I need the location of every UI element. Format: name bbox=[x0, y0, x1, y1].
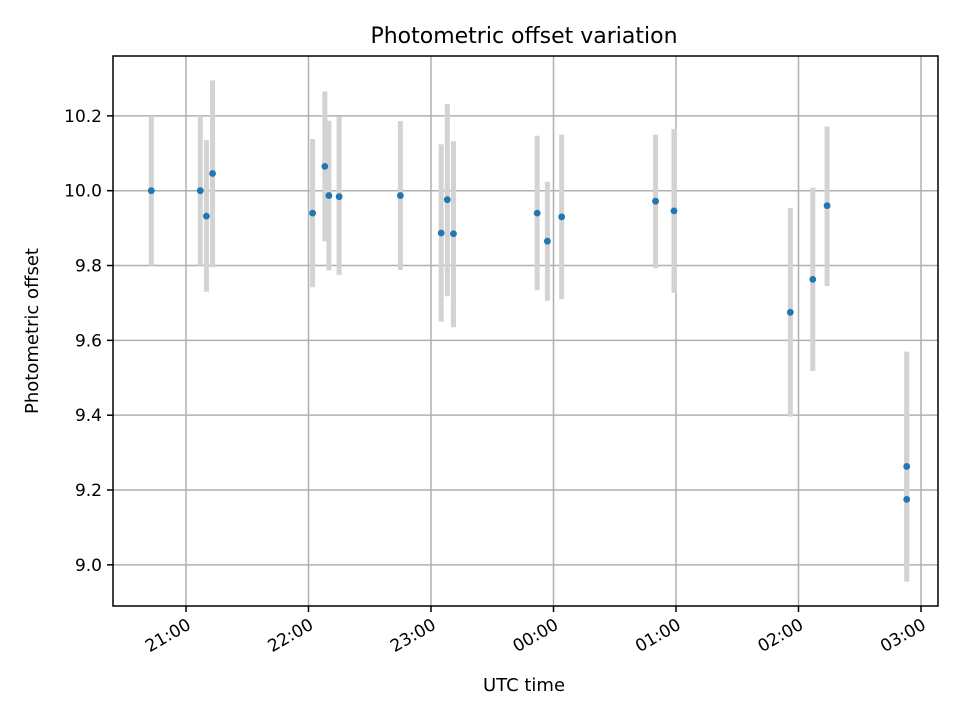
data-point bbox=[443, 196, 451, 204]
y-tick-label: 9.8 bbox=[75, 257, 102, 277]
grid-lines bbox=[113, 56, 938, 606]
data-point bbox=[396, 192, 404, 199]
data-point bbox=[147, 187, 155, 195]
y-tick-label: 9.4 bbox=[75, 406, 102, 426]
data-points bbox=[147, 162, 911, 503]
data-point bbox=[903, 463, 911, 470]
x-tick-label: 01:00 bbox=[632, 615, 684, 657]
plot-frame bbox=[112, 55, 939, 607]
data-point bbox=[309, 209, 316, 217]
y-tick-label: 9.0 bbox=[75, 556, 102, 576]
data-point bbox=[670, 207, 678, 215]
x-axis-label: UTC time bbox=[483, 675, 565, 696]
y-tick-label: 9.6 bbox=[75, 331, 102, 351]
x-tick-label: 02:00 bbox=[755, 615, 807, 657]
data-point bbox=[325, 192, 333, 199]
data-point bbox=[203, 212, 210, 220]
data-point bbox=[786, 308, 794, 316]
data-point bbox=[321, 162, 329, 170]
x-tick-label: 00:00 bbox=[510, 615, 562, 657]
data-point bbox=[809, 275, 817, 283]
x-tick-label: 03:00 bbox=[877, 615, 929, 657]
data-point bbox=[196, 187, 204, 195]
y-tick-label: 10.0 bbox=[64, 182, 102, 202]
data-point bbox=[823, 202, 831, 210]
error-bars bbox=[148, 80, 910, 582]
data-point bbox=[558, 213, 566, 221]
data-point bbox=[652, 197, 659, 205]
data-point bbox=[533, 209, 541, 217]
data-point bbox=[903, 495, 911, 503]
y-axis-label: Photometric offset bbox=[22, 248, 43, 414]
x-tick-label: 21:00 bbox=[142, 615, 194, 657]
x-tick-label: 23:00 bbox=[387, 615, 439, 657]
data-point bbox=[437, 229, 445, 237]
x-tick-label: 22:00 bbox=[265, 615, 317, 657]
data-point bbox=[209, 170, 216, 177]
y-tick-label: 10.2 bbox=[64, 107, 102, 127]
data-point bbox=[543, 237, 551, 245]
y-tick-label: 9.2 bbox=[75, 481, 102, 501]
data-point bbox=[450, 230, 457, 238]
chart-title: Photometric offset variation bbox=[370, 24, 677, 49]
data-point bbox=[335, 193, 343, 201]
